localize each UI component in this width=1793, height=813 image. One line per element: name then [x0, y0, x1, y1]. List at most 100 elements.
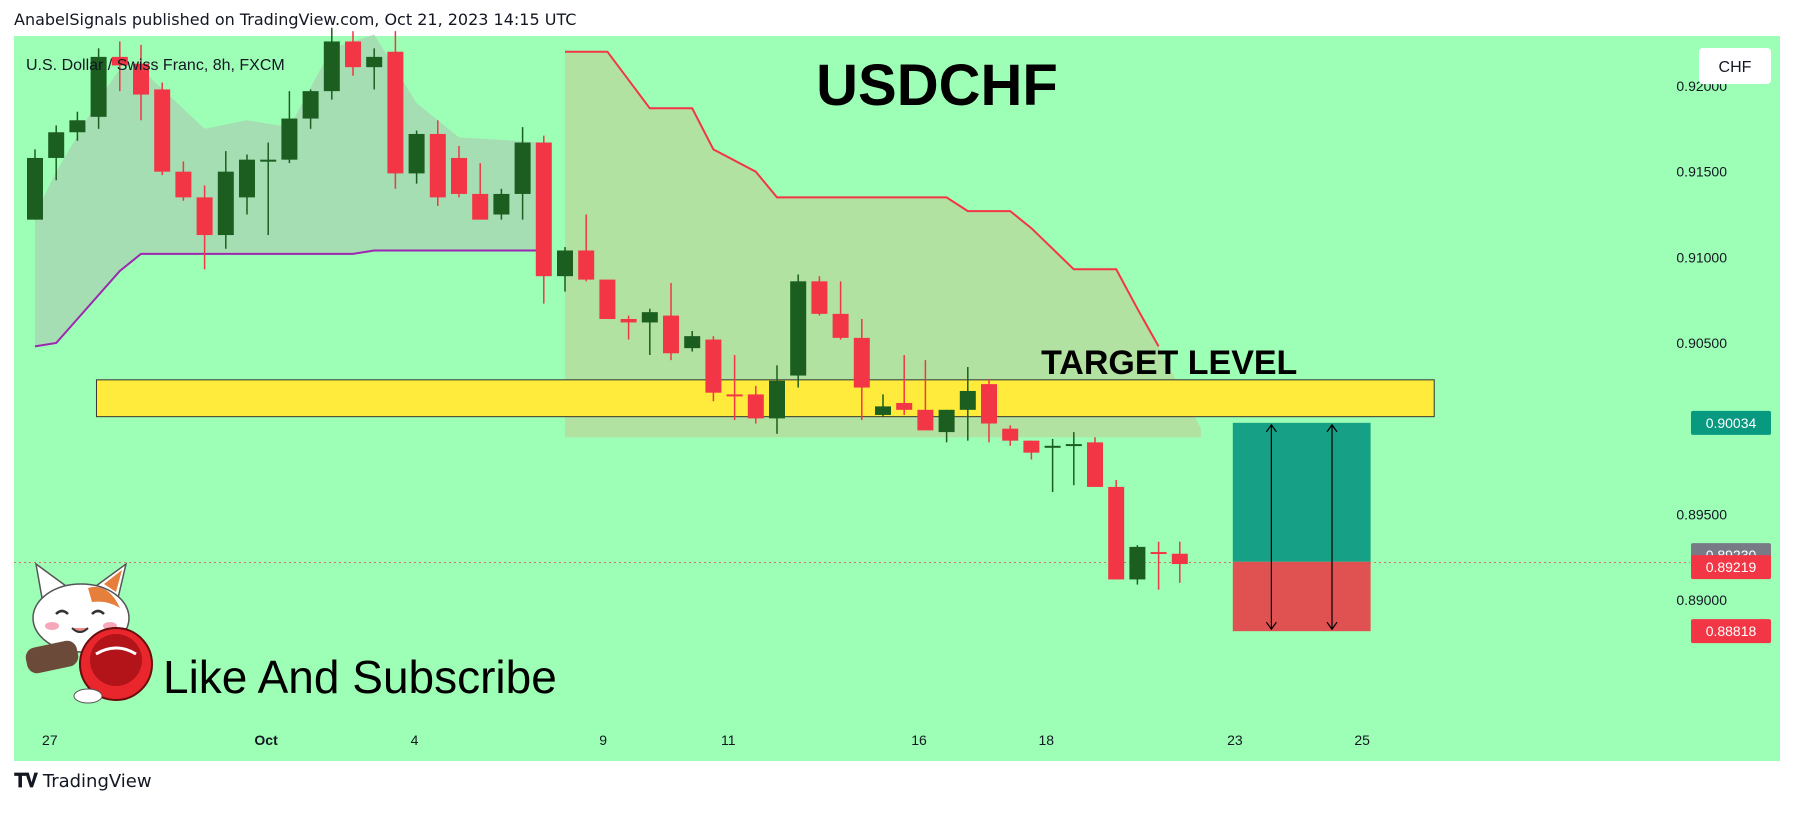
candle-body — [578, 250, 595, 280]
cloud-lower-line — [34, 249, 544, 348]
candle[interactable] — [790, 274, 807, 388]
position-layer[interactable] — [1232, 422, 1371, 632]
candle-body — [260, 159, 277, 162]
candle-body — [620, 319, 637, 323]
measure-arrow-head-up — [1265, 423, 1277, 433]
candle-body — [981, 384, 997, 424]
candle-body — [345, 41, 361, 68]
candle[interactable] — [387, 31, 404, 189]
measure-arrow-head-down — [1326, 621, 1338, 631]
candle[interactable] — [981, 378, 997, 443]
y-tick-label: 0.90500 — [1676, 335, 1727, 351]
candle-body — [281, 118, 298, 160]
candle[interactable] — [1129, 545, 1146, 585]
x-tick-label: Oct — [254, 732, 278, 748]
footer: 𝐓𝐕 TradingView — [14, 770, 152, 792]
candle-body — [90, 56, 107, 117]
candle[interactable] — [239, 154, 255, 215]
candle[interactable] — [175, 161, 192, 201]
candle[interactable] — [1108, 480, 1125, 580]
candle[interactable] — [281, 91, 298, 164]
candle[interactable] — [620, 315, 637, 340]
candle-body — [133, 63, 149, 95]
candle[interactable] — [408, 130, 425, 184]
candle[interactable] — [896, 354, 913, 415]
target-zone[interactable] — [95, 379, 1435, 418]
candle[interactable] — [48, 125, 65, 181]
candles-layer[interactable] — [27, 27, 1188, 590]
candle[interactable] — [535, 135, 552, 304]
candle[interactable] — [1150, 541, 1167, 590]
currency-label: CHF — [1719, 59, 1752, 76]
candle[interactable] — [641, 308, 658, 355]
candle-body — [832, 313, 849, 338]
profit-zone[interactable] — [1232, 422, 1371, 562]
candle-body — [896, 402, 913, 410]
candle[interactable] — [1171, 541, 1188, 583]
candle[interactable] — [493, 188, 510, 220]
candle[interactable] — [1087, 437, 1103, 487]
candle[interactable] — [959, 366, 976, 441]
candle[interactable] — [853, 319, 870, 421]
candle[interactable] — [323, 27, 340, 100]
candle[interactable] — [684, 331, 701, 352]
candle[interactable] — [938, 409, 955, 443]
candle-body — [599, 279, 616, 320]
candle[interactable] — [217, 151, 234, 249]
currency-button[interactable]: CHF — [1699, 48, 1771, 84]
candle[interactable] — [875, 394, 891, 417]
candle-body — [1065, 444, 1082, 447]
candle[interactable] — [578, 214, 595, 282]
candle-body — [239, 159, 255, 198]
candle[interactable] — [111, 41, 128, 92]
candle-body — [302, 91, 319, 119]
candle[interactable] — [27, 149, 43, 220]
candle[interactable] — [747, 385, 764, 424]
tradingview-logo-icon: 𝐓𝐕 — [14, 770, 38, 792]
candle[interactable] — [811, 276, 828, 316]
x-tick-label: 4 — [411, 732, 419, 748]
candle[interactable] — [832, 281, 849, 340]
symbol-line: U.S. Dollar / Swiss Franc, 8h, FXCM — [26, 57, 285, 74]
candle[interactable] — [69, 111, 86, 141]
candle[interactable] — [557, 247, 573, 292]
x-tick-label: 25 — [1354, 732, 1370, 748]
price-label-box — [1691, 410, 1771, 435]
candle[interactable] — [260, 142, 277, 236]
candle[interactable] — [133, 44, 149, 121]
published-line: AnabelSignals published on TradingView.c… — [14, 10, 577, 29]
candle[interactable] — [1065, 432, 1082, 486]
candle[interactable] — [599, 279, 616, 320]
candle-body — [917, 409, 934, 431]
candle[interactable] — [1044, 438, 1061, 493]
y-tick-label: 0.91000 — [1676, 249, 1727, 265]
candle[interactable] — [917, 360, 934, 431]
candle[interactable] — [726, 354, 743, 421]
candle[interactable] — [345, 31, 361, 76]
candle[interactable] — [472, 163, 489, 220]
candle-body — [938, 409, 955, 433]
candle-body — [472, 193, 489, 220]
candle-body — [811, 281, 828, 314]
candle[interactable] — [366, 48, 383, 90]
candle-body — [535, 142, 552, 277]
candle-body — [747, 394, 764, 419]
candle[interactable] — [663, 283, 679, 361]
x-tick-label: 18 — [1038, 732, 1054, 748]
stop-zone[interactable] — [1232, 561, 1371, 632]
candle[interactable] — [302, 89, 319, 129]
price-label-box — [1691, 619, 1771, 644]
candle[interactable] — [90, 48, 107, 129]
candle[interactable] — [514, 127, 531, 220]
candle[interactable] — [1023, 440, 1040, 460]
candle[interactable] — [451, 145, 467, 198]
candle[interactable] — [429, 120, 446, 206]
candle[interactable] — [1002, 425, 1019, 446]
candle[interactable] — [196, 185, 213, 270]
candle[interactable] — [154, 82, 171, 176]
candle[interactable] — [705, 336, 722, 402]
candle[interactable] — [769, 365, 785, 434]
candle-body — [1108, 486, 1125, 580]
candle-body — [323, 41, 340, 92]
